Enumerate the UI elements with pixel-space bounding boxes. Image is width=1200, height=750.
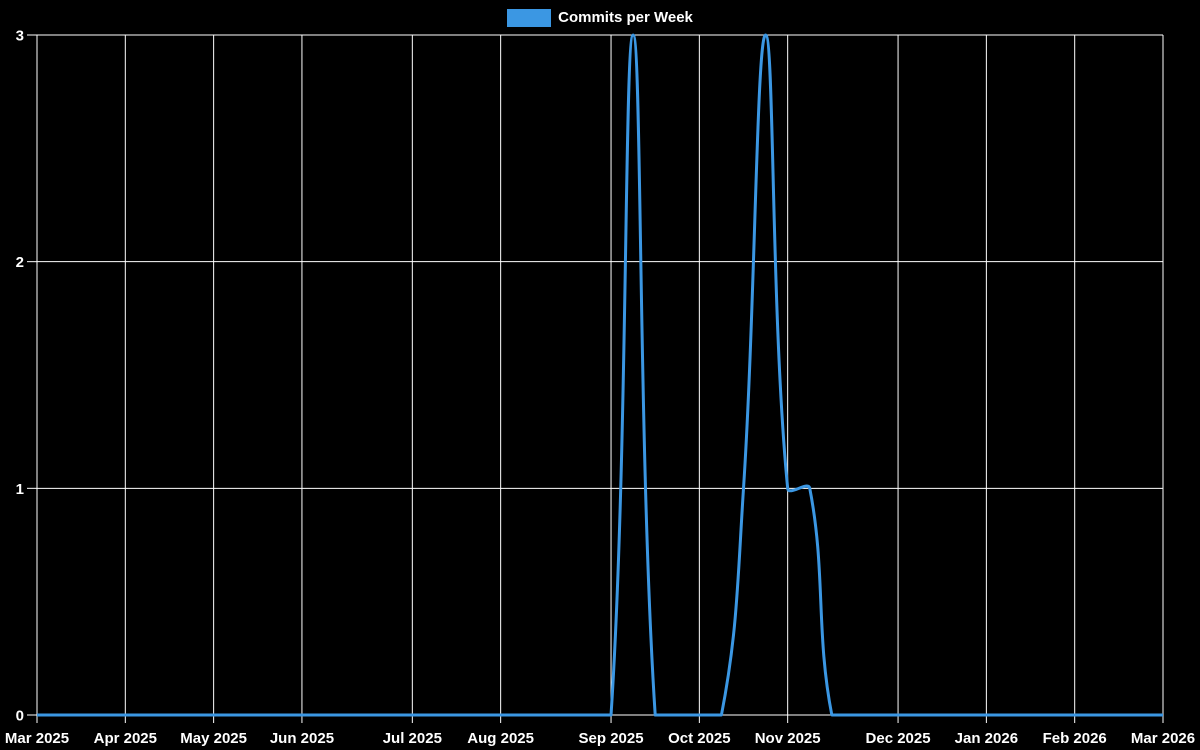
x-axis-label-Dec-2025: Dec 2025 <box>866 730 931 747</box>
x-axis-label-Aug-2025: Aug 2025 <box>467 730 534 747</box>
x-axis-label-Jan-2026: Jan 2026 <box>955 730 1018 747</box>
commits-line-series <box>37 33 1163 717</box>
x-axis-label-Mar-2026: Mar 2026 <box>1131 730 1195 747</box>
x-axis-label-Jun-2025: Jun 2025 <box>270 730 334 747</box>
x-axis-label-May-2025: May 2025 <box>180 730 247 747</box>
legend-swatch <box>507 9 552 27</box>
y-axis-label-1: 1 <box>16 481 24 498</box>
x-axis-label-Mar-2025: Mar 2025 <box>5 730 69 747</box>
y-axis-label-3: 3 <box>16 28 24 45</box>
x-axis-label-Oct-2025: Oct 2025 <box>668 730 731 747</box>
x-axis-label-Sep-2025: Sep 2025 <box>579 730 644 747</box>
y-axis-label-2: 2 <box>16 254 24 271</box>
x-axis-label-Apr-2025: Apr 2025 <box>94 730 157 747</box>
legend-label: Commits per Week <box>558 9 693 26</box>
x-axis-label-Nov-2025: Nov 2025 <box>755 730 821 747</box>
x-axis-label-Feb-2026: Feb 2026 <box>1043 730 1107 747</box>
x-axis-label-Jul-2025: Jul 2025 <box>383 730 442 747</box>
y-axis-label-0: 0 <box>16 708 24 725</box>
chart-legend[interactable]: Commits per Week <box>0 9 1200 27</box>
